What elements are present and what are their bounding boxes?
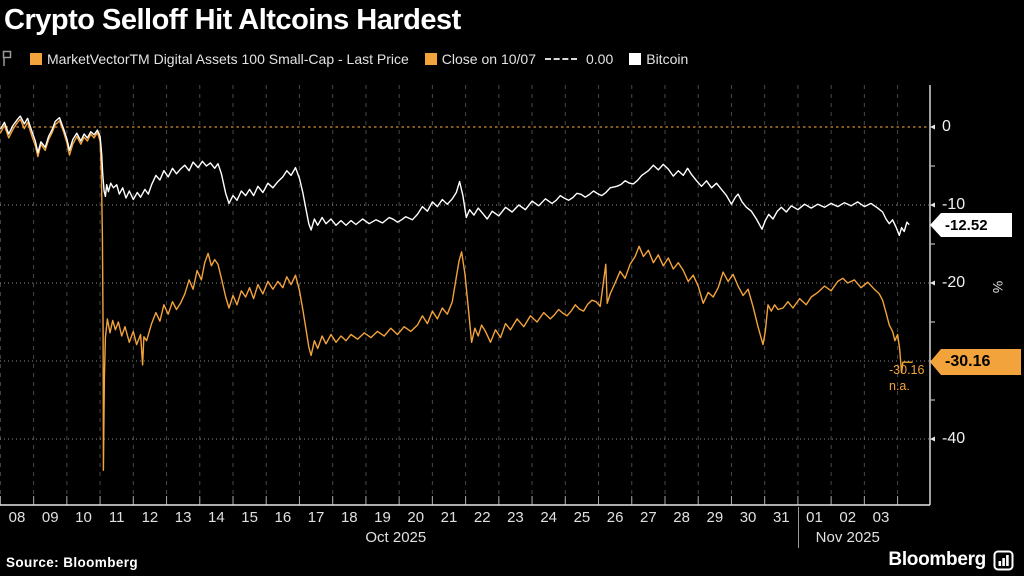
x-axis-label: 14 (208, 509, 225, 526)
x-axis-label: 29 (706, 509, 724, 526)
x-axis-label: 30 (739, 509, 757, 526)
y-axis-label: -40 (942, 430, 966, 447)
smallcap-last-value-annotation: -30.16 (889, 363, 925, 377)
legend-item-smallcap: MarketVectorTM Digital Assets 100 Small-… (30, 51, 409, 67)
month-label: Nov 2025 (815, 529, 880, 546)
x-axis-label: 15 (241, 509, 258, 526)
x-axis-label: 02 (839, 509, 857, 526)
dashed-line-sample (544, 57, 577, 60)
y-axis-major-tick (930, 436, 935, 442)
x-axis-label: 18 (340, 509, 358, 526)
x-axis-label: 03 (872, 509, 890, 526)
legend-item-bitcoin: Bitcoin (629, 51, 688, 67)
x-axis-label: 10 (75, 509, 92, 526)
x-axis-label: 26 (606, 509, 624, 526)
bitcoin-last-price-tag: -12.52 (930, 213, 1012, 237)
x-axis-label: 01 (806, 509, 823, 526)
bloomberg-terminal-icon (993, 550, 1014, 570)
x-axis-label: 13 (174, 509, 192, 526)
bloomberg-brand: Bloomberg (888, 549, 1014, 571)
legend-swatch (30, 52, 42, 65)
x-axis-label: 28 (673, 509, 690, 526)
y-axis-major-tick (930, 202, 935, 208)
smallcap-series-line (0, 118, 913, 471)
x-axis-label: 22 (473, 509, 491, 526)
x-axis-label: 16 (274, 509, 292, 526)
x-axis-label: 20 (407, 509, 425, 526)
legend-item-close-reference: Close on 10/07 0.00 (424, 50, 614, 67)
x-axis-label: 12 (141, 509, 159, 526)
y-axis-label: -10 (942, 196, 966, 213)
y-axis-major-tick (930, 124, 935, 130)
x-axis-label: 24 (540, 509, 558, 526)
bitcoin-series-line (0, 115, 910, 237)
y-axis-unit-label: % (990, 280, 1007, 294)
x-axis-label: 08 (8, 509, 26, 526)
x-axis-label: 31 (772, 509, 790, 526)
smallcap-last-price-tag: -30.16 (930, 349, 1021, 375)
x-axis-label: 23 (507, 509, 524, 526)
source-attribution: Source: Bloomberg (6, 555, 139, 570)
legend-label: MarketVectorTM Digital Assets 100 Small-… (47, 50, 409, 67)
x-axis-label: 21 (440, 509, 458, 526)
x-axis-label: 09 (41, 509, 59, 526)
x-axis-label: 17 (307, 509, 325, 526)
legend-key-icon (2, 50, 12, 66)
plot-area (0, 85, 935, 506)
x-axis-label: 11 (108, 509, 125, 526)
legend-swatch (629, 52, 642, 65)
smallcap-na-annotation: n.a. (889, 379, 910, 393)
legend-swatch (424, 52, 437, 65)
bloomberg-wordmark: Bloomberg (888, 549, 986, 570)
chart-legend: MarketVectorTM Digital Assets 100 Small-… (2, 50, 688, 67)
page-title: Crypto Selloff Hit Altcoins Hardest (4, 4, 461, 36)
legend-label: Bitcoin (646, 50, 689, 67)
y-axis-label: -20 (942, 274, 966, 291)
legend-label: Close on 10/07 (441, 50, 536, 67)
x-axis-label: 25 (573, 509, 591, 526)
y-axis-major-tick (930, 280, 935, 286)
x-axis-label: 19 (374, 509, 391, 526)
y-axis-label: 0 (942, 118, 951, 135)
x-axis-label: 27 (640, 509, 657, 526)
legend-value: 0.00 (585, 50, 614, 67)
month-separator-line (798, 507, 799, 548)
month-label: Oct 2025 (365, 529, 427, 546)
